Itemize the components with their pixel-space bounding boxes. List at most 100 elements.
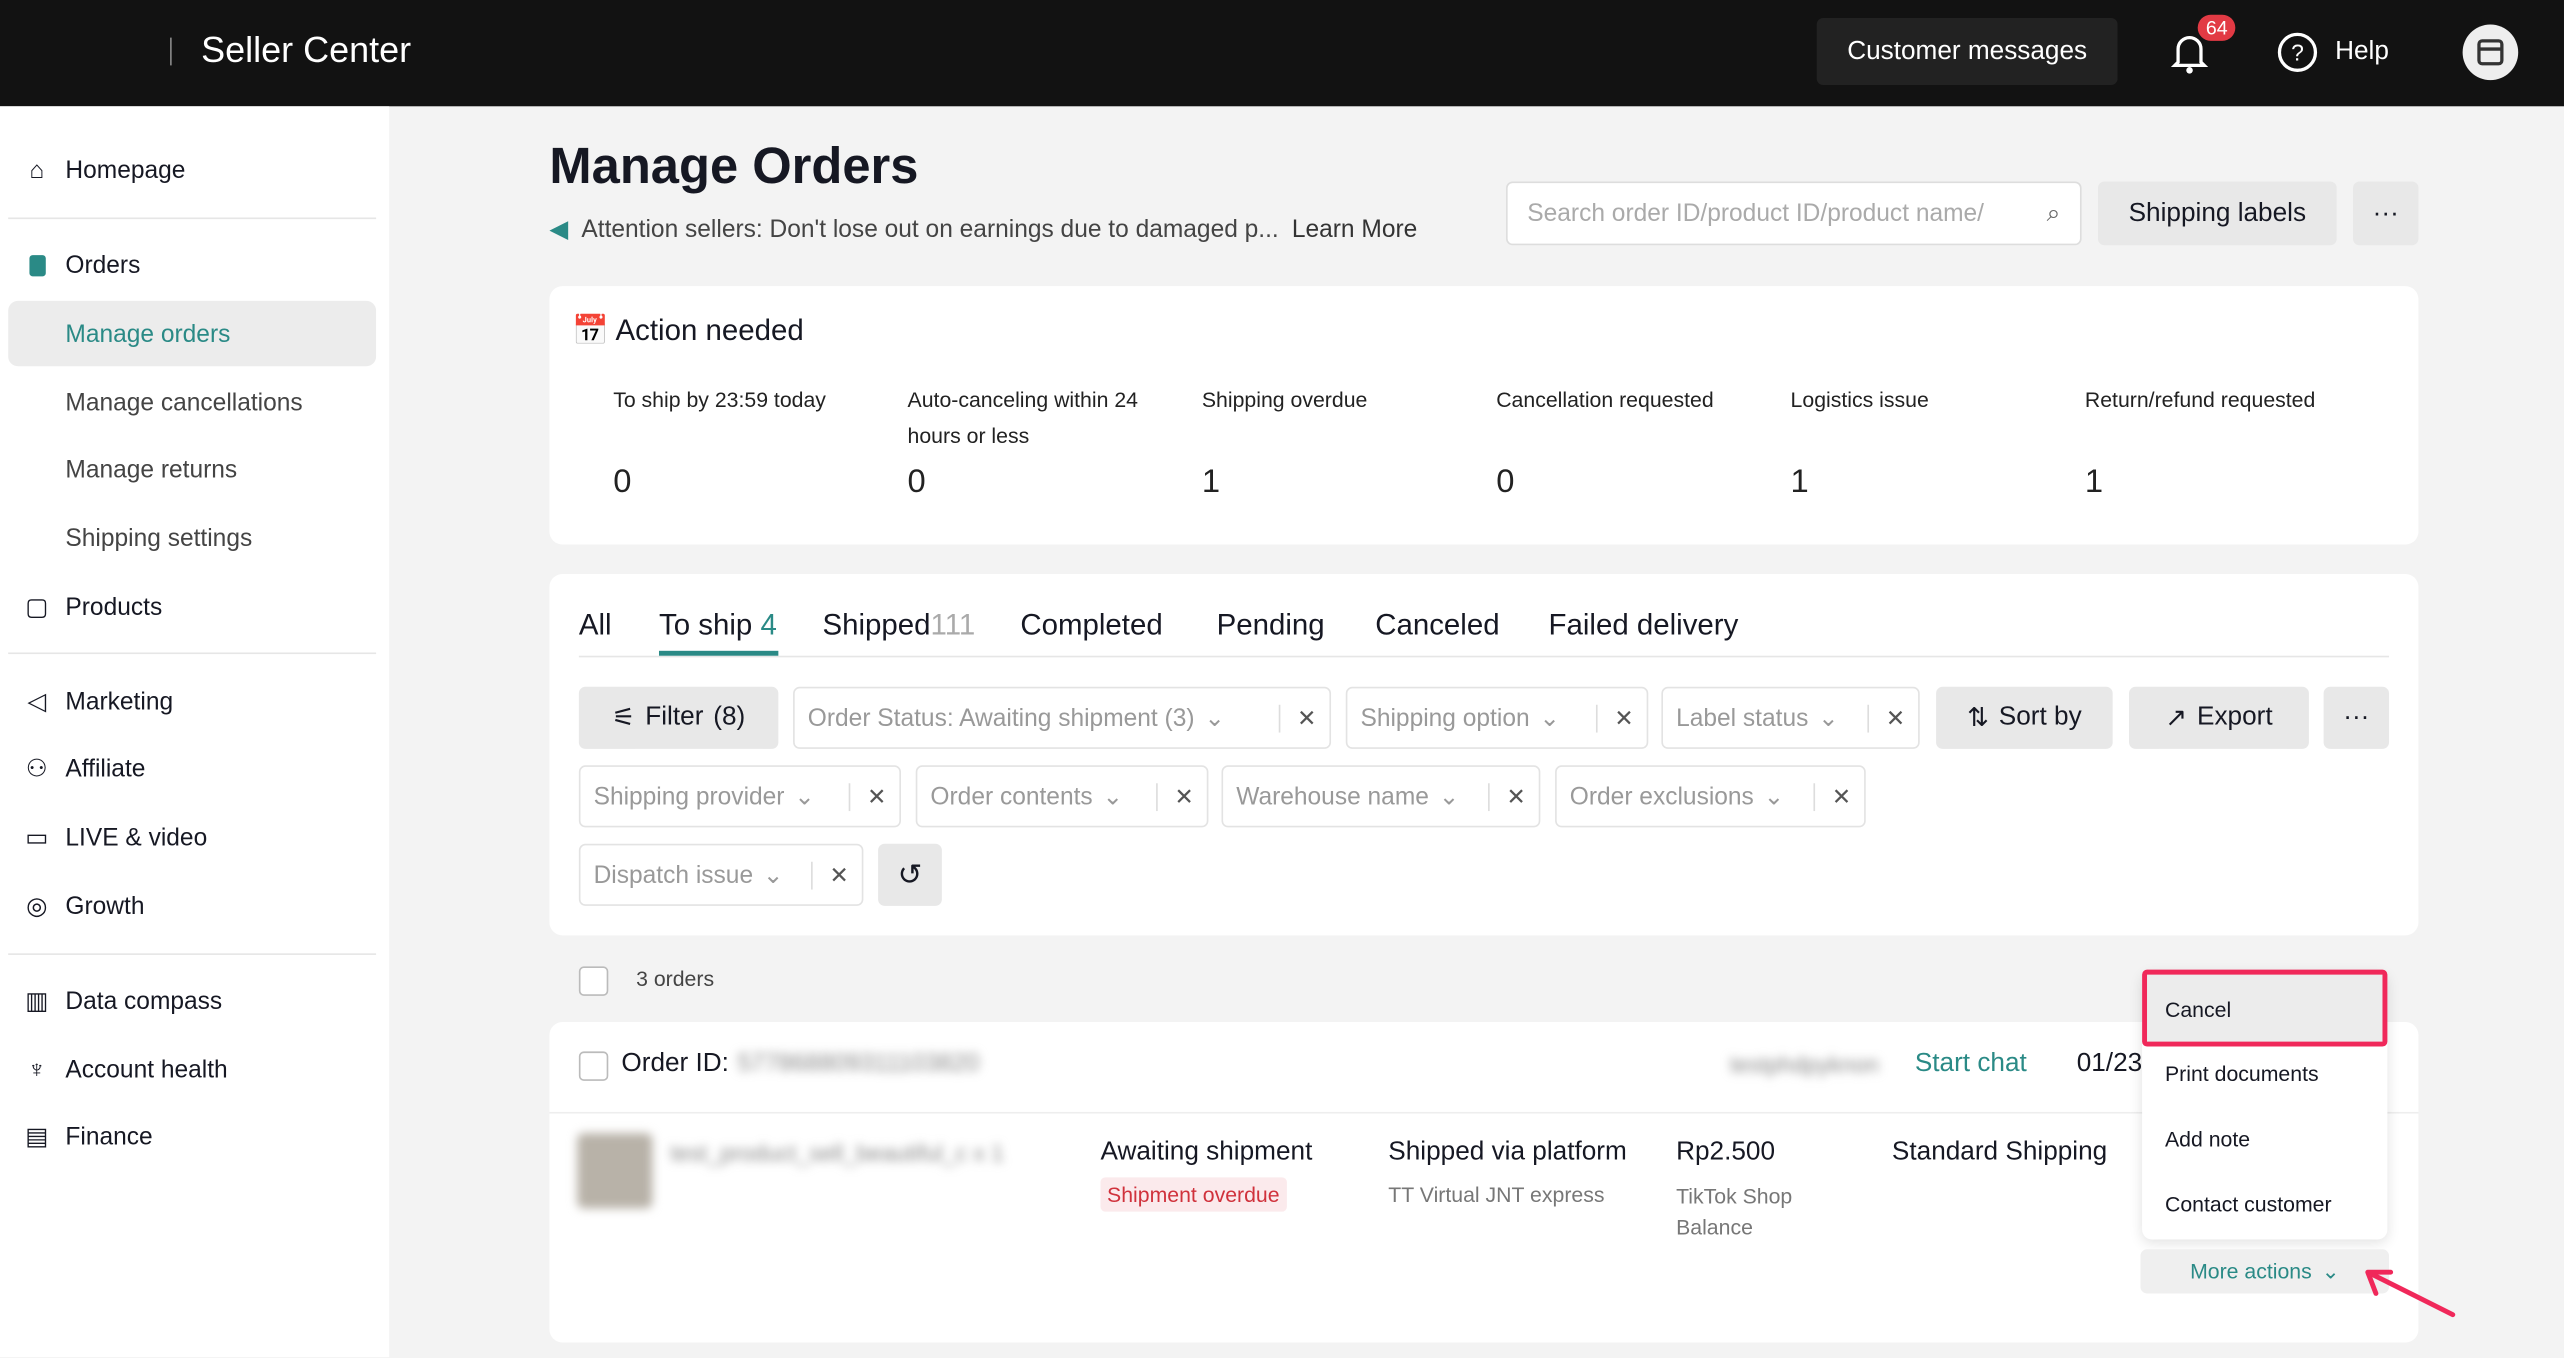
sort-icon: ⇅ (1967, 704, 1989, 733)
tab-all[interactable]: All (578, 608, 612, 641)
shipping-provider-dropdown[interactable]: Shipping provider ⌄ ✕ (578, 765, 901, 828)
chevron-down-icon: ⌄ (794, 783, 815, 812)
sidebar-item-affiliate[interactable]: ⚇ Affiliate (8, 736, 376, 801)
tab-completed[interactable]: Completed (1020, 608, 1163, 641)
tab-to-ship[interactable]: To ship 4 (659, 608, 777, 642)
clear-icon[interactable]: ✕ (1156, 782, 1194, 811)
sidebar-item-finance[interactable]: ▤ Finance (8, 1104, 376, 1169)
order-price: Rp2.500 (1676, 1138, 1776, 1166)
sidebar-item-live-video[interactable]: ▭ LIVE & video (8, 805, 376, 870)
menu-item-contact-customer[interactable]: Contact customer (2165, 1192, 2332, 1217)
dropdown-value: Dispatch issue (593, 860, 754, 889)
chevron-down-icon: ⌄ (2321, 1258, 2340, 1283)
dropdown-value: Order exclusions (1569, 782, 1754, 811)
dropdown-value: Warehouse name (1236, 782, 1429, 811)
sort-by-button[interactable]: ⇅ Sort by (1936, 686, 2113, 749)
sidebar-item-orders[interactable]: Orders (8, 232, 376, 297)
bag-icon: ▢ (25, 593, 49, 622)
metric-label: To ship by 23:59 today (613, 387, 826, 413)
sidebar-item-homepage[interactable]: ⌂ Homepage (8, 137, 376, 202)
order-contents-dropdown[interactable]: Order contents ⌄ ✕ (915, 765, 1209, 828)
label-status-dropdown[interactable]: Label status ⌄ ✕ (1661, 686, 1920, 749)
svg-text:?: ? (2291, 40, 2304, 66)
search-input[interactable]: Search order ID/product ID/product name/… (1506, 181, 2082, 246)
orders-icon (8, 254, 65, 276)
warehouse-name-dropdown[interactable]: Warehouse name ⌄ ✕ (1221, 765, 1541, 828)
clear-icon[interactable]: ✕ (1488, 782, 1526, 811)
sidebar-item-label: Marketing (65, 687, 174, 716)
sidebar-item-label: Products (65, 592, 163, 621)
tab-label: To ship (658, 608, 753, 641)
sidebar-item-shipping-settings[interactable]: Shipping settings (65, 524, 253, 552)
sidebar-item-account-health[interactable]: ♆ Account health (8, 1037, 376, 1102)
metric-to-ship[interactable]: To ship by 23:59 today 0 (613, 383, 891, 501)
clear-icon[interactable]: ✕ (811, 860, 849, 889)
order-status-dropdown[interactable]: Order Status: Awaiting shipment (3) ⌄ ✕ (793, 686, 1332, 749)
menu-item-add-note[interactable]: Add note (2165, 1126, 2251, 1152)
page-title: Manage Orders (549, 137, 919, 195)
more-filters-button[interactable]: ··· (2323, 686, 2390, 749)
clear-icon[interactable]: ✕ (1596, 703, 1634, 732)
order-checkbox[interactable] (578, 1051, 609, 1081)
tab-pending[interactable]: Pending (1216, 608, 1325, 641)
help-button[interactable]: ? Help (2276, 31, 2389, 74)
dropdown-value: Shipping provider (593, 782, 785, 811)
sidebar-item-products[interactable]: ▢ Products (8, 574, 376, 639)
sidebar-item-growth[interactable]: ◎ Growth (8, 873, 376, 938)
brand-title: Seller Center (201, 29, 412, 71)
order-exclusions-dropdown[interactable]: Order exclusions ⌄ ✕ (1555, 765, 1866, 828)
sidebar-item-manage-orders[interactable]: Manage orders (8, 300, 377, 367)
filter-button[interactable]: ⚟ Filter (8) (578, 686, 779, 749)
sidebar: ⌂ Homepage Orders Manage orders Manage ca… (0, 106, 390, 1358)
shipping-option-dropdown[interactable]: Shipping option ⌄ ✕ (1345, 686, 1649, 749)
dispatch-issue-dropdown[interactable]: Dispatch issue ⌄ ✕ (578, 843, 864, 906)
sidebar-item-manage-returns[interactable]: Manage returns (65, 455, 238, 484)
tab-canceled[interactable]: Canceled (1375, 608, 1500, 641)
button-label: Sort by (1998, 703, 2082, 731)
chart-icon: ▥ (25, 987, 49, 1016)
menu-item-cancel[interactable]: Cancel (2165, 997, 2232, 1022)
avatar[interactable] (2462, 24, 2519, 81)
sidebar-item-manage-cancellations[interactable]: Manage cancellations (65, 388, 303, 417)
select-all-checkbox[interactable] (578, 966, 609, 996)
reset-icon[interactable]: ↺ (878, 843, 942, 906)
metric-shipping-overdue[interactable]: Shipping overdue 1 (1202, 383, 1480, 501)
more-actions-button[interactable]: More actions ⌄ (2140, 1249, 2390, 1294)
tab-label: Shipped (822, 608, 931, 641)
divider (8, 953, 377, 955)
learn-more-link[interactable]: Learn More (1291, 215, 1418, 243)
product-name[interactable]: test_product_sell_beautiful_c x 1 (670, 1140, 1003, 1166)
sidebar-item-label: Finance (65, 1122, 153, 1151)
metric-label: Auto-canceling within 24 hours or less (907, 387, 1138, 449)
metric-return-refund[interactable]: Return/refund requested 1 (2085, 383, 2363, 501)
more-options-button[interactable]: ··· (2353, 181, 2419, 246)
menu-item-print-documents[interactable]: Print documents (2165, 1061, 2319, 1086)
section-title: Action needed (615, 313, 804, 347)
metric-cancellation-requested[interactable]: Cancellation requested 0 (1496, 383, 1774, 501)
order-id-label: Order ID: (621, 1049, 729, 1078)
clear-icon[interactable]: ✕ (1279, 703, 1316, 732)
export-button[interactable]: ↗ Export (2129, 686, 2309, 749)
action-needed-card (549, 286, 2419, 545)
order-id[interactable]: 577868809311103820 (737, 1049, 980, 1078)
clear-icon[interactable]: ✕ (1813, 782, 1851, 811)
trophy-icon: ♆ (27, 1055, 46, 1084)
customer-messages-button[interactable]: Customer messages (1816, 17, 2118, 86)
start-chat-link[interactable]: Start chat (1914, 1049, 2027, 1078)
highlight-box (2142, 969, 2388, 1047)
shipping-labels-button[interactable]: Shipping labels (2097, 181, 2337, 246)
metric-auto-canceling[interactable]: Auto-canceling within 24 hours or less 0 (907, 383, 1170, 501)
sidebar-item-data-compass[interactable]: ▥ Data compass (8, 968, 376, 1033)
clear-icon[interactable]: ✕ (1867, 703, 1905, 732)
product-thumbnail[interactable] (577, 1133, 653, 1209)
carrier: TT Virtual JNT express (1388, 1182, 1605, 1207)
growth-icon: ◎ (26, 892, 48, 921)
clear-icon[interactable]: ✕ (849, 782, 886, 811)
megaphone-icon: ◀ (549, 215, 569, 244)
metric-value: 0 (613, 464, 632, 501)
tab-shipped[interactable]: Shipped111 (823, 608, 976, 642)
metric-logistics-issue[interactable]: Logistics issue 1 (1791, 383, 2069, 501)
bell-icon[interactable] (2168, 29, 2211, 75)
tab-failed-delivery[interactable]: Failed delivery (1548, 608, 1739, 641)
sidebar-item-marketing[interactable]: ◁ Marketing (8, 669, 376, 734)
